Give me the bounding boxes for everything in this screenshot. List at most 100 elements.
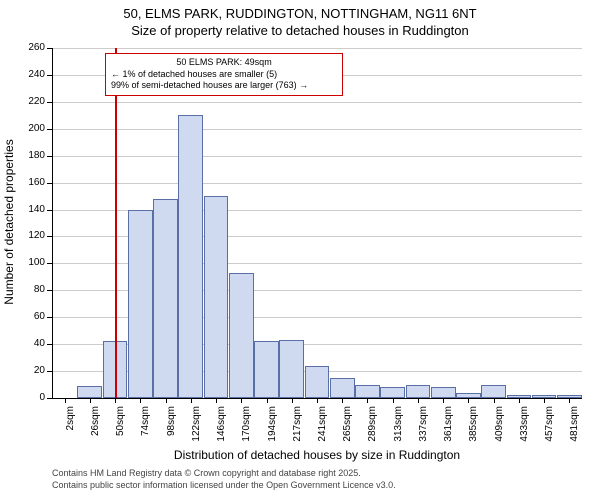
x-tick-mark: [443, 398, 444, 403]
histogram-bar: [178, 115, 203, 398]
x-tick-mark: [166, 398, 167, 403]
x-tick-mark: [65, 398, 66, 403]
y-tick-label: 140: [20, 204, 45, 215]
x-tick-label: 146sqm: [216, 406, 227, 446]
y-axis-line: [52, 48, 53, 398]
x-tick-mark: [418, 398, 419, 403]
histogram-bar: [128, 210, 153, 398]
y-tick-label: 200: [20, 123, 45, 134]
y-tick-label: 80: [20, 284, 45, 295]
histogram-bar: [204, 196, 229, 398]
grid-line: [52, 129, 582, 130]
x-tick-mark: [519, 398, 520, 403]
x-tick-mark: [544, 398, 545, 403]
y-tick-label: 260: [20, 42, 45, 53]
y-tick-mark: [47, 263, 52, 264]
annotation-line-2: ← 1% of detached houses are smaller (5): [111, 69, 337, 81]
x-tick-mark: [216, 398, 217, 403]
x-tick-mark: [140, 398, 141, 403]
annotation-line-1: 50 ELMS PARK: 49sqm: [111, 57, 337, 69]
y-tick-label: 220: [20, 96, 45, 107]
x-tick-mark: [267, 398, 268, 403]
x-tick-label: 337sqm: [418, 406, 429, 446]
histogram-bar: [77, 386, 102, 398]
histogram-bar: [153, 199, 178, 398]
grid-line: [52, 102, 582, 103]
x-tick-label: 289sqm: [367, 406, 378, 446]
x-tick-mark: [241, 398, 242, 403]
x-axis-label: Distribution of detached houses by size …: [52, 448, 582, 462]
histogram-bar: [406, 385, 431, 398]
x-tick-mark: [494, 398, 495, 403]
chart-container: 50, ELMS PARK, RUDDINGTON, NOTTINGHAM, N…: [0, 0, 600, 500]
x-tick-label: 98sqm: [166, 406, 177, 446]
y-tick-label: 40: [20, 338, 45, 349]
y-tick-mark: [47, 344, 52, 345]
histogram-bar: [481, 385, 506, 398]
x-tick-label: 74sqm: [140, 406, 151, 446]
annotation-line-3: 99% of semi-detached houses are larger (…: [111, 80, 337, 92]
x-tick-mark: [367, 398, 368, 403]
x-tick-mark: [342, 398, 343, 403]
y-tick-label: 160: [20, 177, 45, 188]
x-tick-label: 50sqm: [115, 406, 126, 446]
y-tick-label: 20: [20, 365, 45, 376]
footer-line-1: Contains HM Land Registry data © Crown c…: [52, 468, 396, 480]
x-tick-mark: [191, 398, 192, 403]
y-tick-mark: [47, 371, 52, 372]
x-tick-label: 194sqm: [267, 406, 278, 446]
y-axis-label: Number of detached properties: [2, 127, 16, 317]
x-tick-label: 170sqm: [241, 406, 252, 446]
y-tick-label: 180: [20, 150, 45, 161]
x-tick-mark: [317, 398, 318, 403]
histogram-bar: [279, 340, 304, 398]
y-tick-mark: [47, 129, 52, 130]
grid-line: [52, 48, 582, 49]
histogram-bar: [431, 387, 456, 398]
annotation-box: 50 ELMS PARK: 49sqm ← 1% of detached hou…: [105, 53, 343, 96]
histogram-bar: [380, 387, 405, 398]
title-line-1: 50, ELMS PARK, RUDDINGTON, NOTTINGHAM, N…: [0, 6, 600, 23]
histogram-bar: [229, 273, 254, 398]
y-tick-mark: [47, 102, 52, 103]
x-tick-label: 409sqm: [494, 406, 505, 446]
histogram-bar: [254, 341, 279, 398]
x-tick-label: 433sqm: [519, 406, 530, 446]
x-tick-mark: [393, 398, 394, 403]
y-tick-mark: [47, 398, 52, 399]
x-tick-label: 122sqm: [191, 406, 202, 446]
y-tick-label: 100: [20, 257, 45, 268]
grid-line: [52, 183, 582, 184]
y-tick-label: 0: [20, 392, 45, 403]
y-tick-mark: [47, 210, 52, 211]
y-tick-mark: [47, 317, 52, 318]
plot-area: [52, 48, 582, 398]
y-tick-mark: [47, 156, 52, 157]
grid-line: [52, 156, 582, 157]
y-tick-mark: [47, 290, 52, 291]
y-tick-label: 60: [20, 311, 45, 322]
y-tick-label: 240: [20, 69, 45, 80]
histogram-bar: [330, 378, 355, 398]
x-tick-label: 265sqm: [342, 406, 353, 446]
y-tick-mark: [47, 75, 52, 76]
histogram-bar: [355, 385, 380, 398]
x-tick-mark: [569, 398, 570, 403]
title-area: 50, ELMS PARK, RUDDINGTON, NOTTINGHAM, N…: [0, 0, 600, 40]
y-tick-mark: [47, 236, 52, 237]
x-tick-label: 457sqm: [544, 406, 555, 446]
footer-line-2: Contains public sector information licen…: [52, 480, 396, 492]
x-tick-label: 481sqm: [569, 406, 580, 446]
title-line-2: Size of property relative to detached ho…: [0, 23, 600, 40]
x-tick-label: 217sqm: [292, 406, 303, 446]
x-tick-label: 241sqm: [317, 406, 328, 446]
x-tick-label: 361sqm: [443, 406, 454, 446]
x-tick-mark: [468, 398, 469, 403]
x-tick-mark: [115, 398, 116, 403]
x-tick-label: 385sqm: [468, 406, 479, 446]
x-tick-label: 313sqm: [393, 406, 404, 446]
x-tick-mark: [292, 398, 293, 403]
y-tick-mark: [47, 183, 52, 184]
x-tick-label: 26sqm: [90, 406, 101, 446]
x-tick-mark: [90, 398, 91, 403]
